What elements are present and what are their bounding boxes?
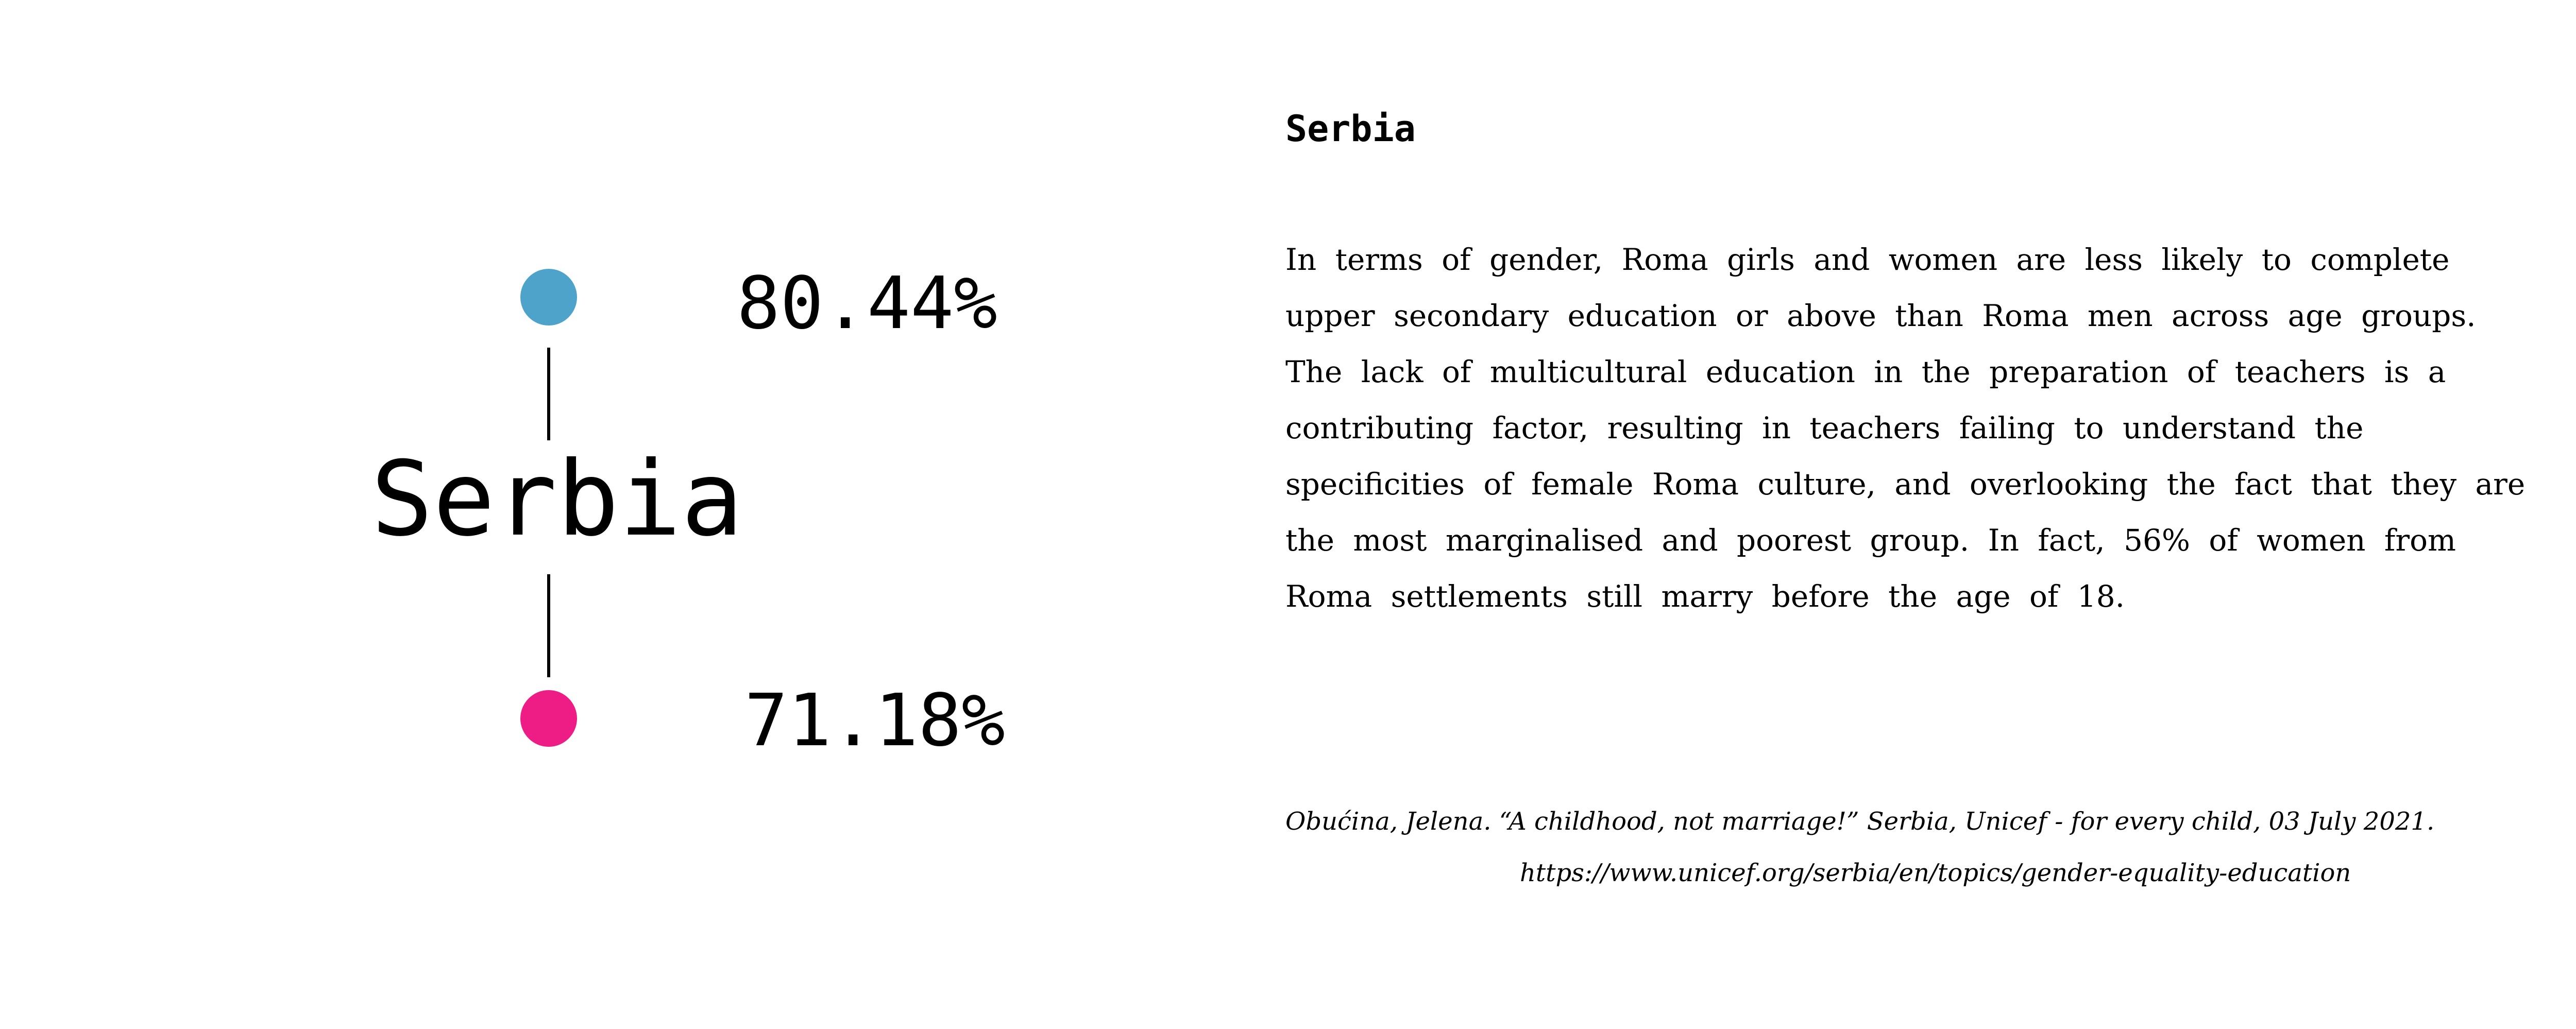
body-line: The lack of multicultural education in t… bbox=[1285, 354, 2446, 389]
upper-value-label: 80.44% bbox=[737, 262, 997, 346]
body-line: the most marginalised and poorest group.… bbox=[1285, 523, 2456, 558]
country-label: Serbia bbox=[371, 439, 743, 559]
body-line: In terms of gender, Roma girls and women… bbox=[1285, 242, 2450, 277]
dumbbell-visualization: Serbia 80.44% 71.18% bbox=[0, 0, 1236, 1029]
body-line: contributing factor, resulting in teache… bbox=[1285, 410, 2364, 445]
body-line: Roma settlements still marry before the … bbox=[1285, 579, 2125, 614]
body-line: specificities of female Roma culture, an… bbox=[1285, 467, 2526, 502]
lower-value-dot bbox=[520, 690, 577, 747]
upper-value-dot bbox=[520, 269, 577, 325]
body-line: upper secondary education or above than … bbox=[1285, 298, 2476, 333]
panel-heading: Serbia bbox=[1285, 108, 1416, 150]
lower-connector-line bbox=[547, 574, 550, 677]
upper-connector-line bbox=[547, 348, 550, 440]
lower-value-label: 71.18% bbox=[744, 679, 1005, 763]
citation-url: https://www.unicef.org/serbia/en/topics/… bbox=[1520, 859, 2351, 887]
body-paragraph: In terms of gender, Roma girls and women… bbox=[1285, 232, 2526, 625]
citation: Obućina, Jelena. “A childhood, not marri… bbox=[1285, 796, 2501, 899]
citation-reference: Obućina, Jelena. “A childhood, not marri… bbox=[1285, 807, 2435, 836]
